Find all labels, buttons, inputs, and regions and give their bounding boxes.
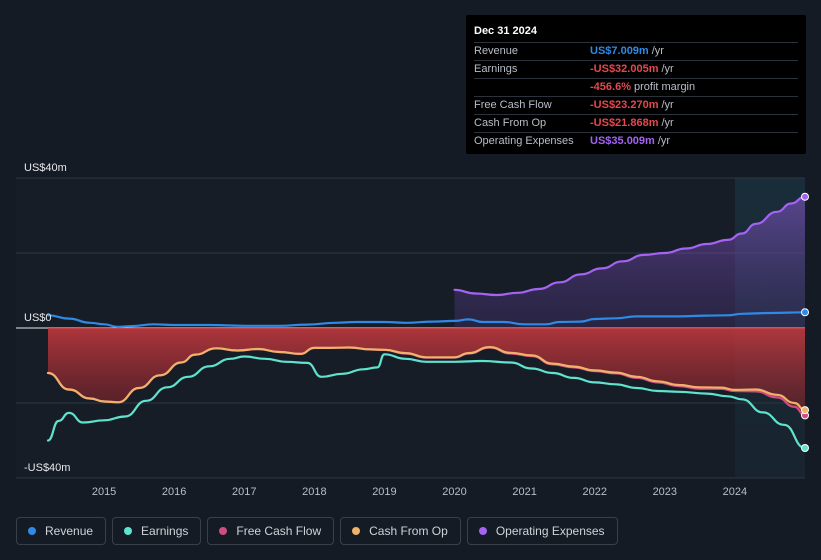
x-tick-label: 2021 <box>512 486 536 498</box>
legend-item-free-cash-flow[interactable]: Free Cash Flow <box>207 517 335 545</box>
y-tick-label: -US$40m <box>24 462 70 474</box>
x-tick-label: 2018 <box>302 486 326 498</box>
legend-item-revenue[interactable]: Revenue <box>16 517 107 545</box>
tooltip-row-label: Free Cash Flow <box>474 99 552 111</box>
tooltip-row-unit: profit margin <box>633 81 696 93</box>
x-tick-label: 2017 <box>232 486 256 498</box>
x-tick-label: 2024 <box>723 486 747 498</box>
operating-expenses-line <box>453 195 807 297</box>
tooltip-row-unit: /yr <box>651 45 664 57</box>
operating-expenses-end-marker <box>801 192 809 201</box>
tooltip-panel: Dec 31 2024 Revenue US$7.009m/yr Earnings -… <box>466 15 806 154</box>
legend-dot-icon <box>352 527 361 535</box>
legend-label: Earnings <box>141 524 189 538</box>
tooltip-row: Operating Expenses US$35.009m/yr <box>474 133 798 150</box>
legend-label: Operating Expenses <box>495 524 605 538</box>
x-tick-label: 2020 <box>442 486 466 498</box>
tooltip-row-unit: /yr <box>661 63 674 75</box>
legend-dot-icon <box>219 527 228 535</box>
tooltip-row-value: -456.6% <box>590 81 631 93</box>
y-tick-label: US$40m <box>24 162 67 174</box>
earnings-end-marker <box>801 444 809 452</box>
legend-dot-icon <box>124 527 133 535</box>
x-tick-label: 2015 <box>92 486 116 498</box>
x-tick-label: 2016 <box>162 486 186 498</box>
legend-label: Cash From Op <box>369 524 448 538</box>
tooltip-row: Cash From Op -US$21.868m/yr <box>474 115 798 133</box>
legend-item-operating-expenses[interactable]: Operating Expenses <box>466 517 618 545</box>
tooltip-row-label: Cash From Op <box>474 117 547 129</box>
tooltip-row-label: Operating Expenses <box>474 135 574 147</box>
tooltip-row: -456.6% profit margin <box>474 79 798 97</box>
legend-dot-icon <box>28 527 36 535</box>
chart-legend: Revenue Earnings Free Cash Flow Cash From O… <box>16 517 624 545</box>
tooltip-row-unit: /yr <box>657 135 671 147</box>
tooltip-date: Dec 31 2024 <box>474 24 798 43</box>
tooltip-row-value: US$35.009m <box>590 135 655 147</box>
tooltip-row-value: -US$32.005m <box>590 63 659 75</box>
tooltip-row-unit: /yr <box>661 99 674 111</box>
legend-item-cash-from-op[interactable]: Cash From Op <box>340 517 461 545</box>
y-tick-label: US$0 <box>24 312 52 324</box>
x-tick-label: 2023 <box>653 486 677 498</box>
tooltip-row-value: -US$23.270m <box>590 99 659 111</box>
operating-expenses-area <box>454 196 805 328</box>
revenue-line <box>46 311 807 328</box>
x-tick-label: 2022 <box>582 486 606 498</box>
earnings-line <box>46 353 807 450</box>
tooltip-row-unit: /yr <box>661 117 674 129</box>
cash-from-op-end-marker <box>801 406 809 415</box>
tooltip-row-label: Revenue <box>474 45 519 57</box>
tooltip-row: Revenue US$7.009m/yr <box>474 43 798 61</box>
legend-item-earnings[interactable]: Earnings <box>112 517 202 545</box>
legend-label: Free Cash Flow <box>236 524 322 538</box>
tooltip-row-label <box>474 79 590 96</box>
revenue-end-marker <box>801 308 809 317</box>
tooltip-row-value: US$7.009m <box>590 45 649 57</box>
legend-dot-icon <box>478 527 487 535</box>
tooltip-row: Earnings -US$32.005m/yr <box>474 61 798 79</box>
legend-label: Revenue <box>45 524 94 538</box>
tooltip-row-value: -US$21.868m <box>590 117 659 129</box>
tooltip-row: Free Cash Flow -US$23.270m/yr <box>474 97 798 115</box>
x-tick-label: 2019 <box>372 486 396 498</box>
cash-from-op-line <box>46 346 807 412</box>
tooltip-row-label: Earnings <box>474 63 518 75</box>
